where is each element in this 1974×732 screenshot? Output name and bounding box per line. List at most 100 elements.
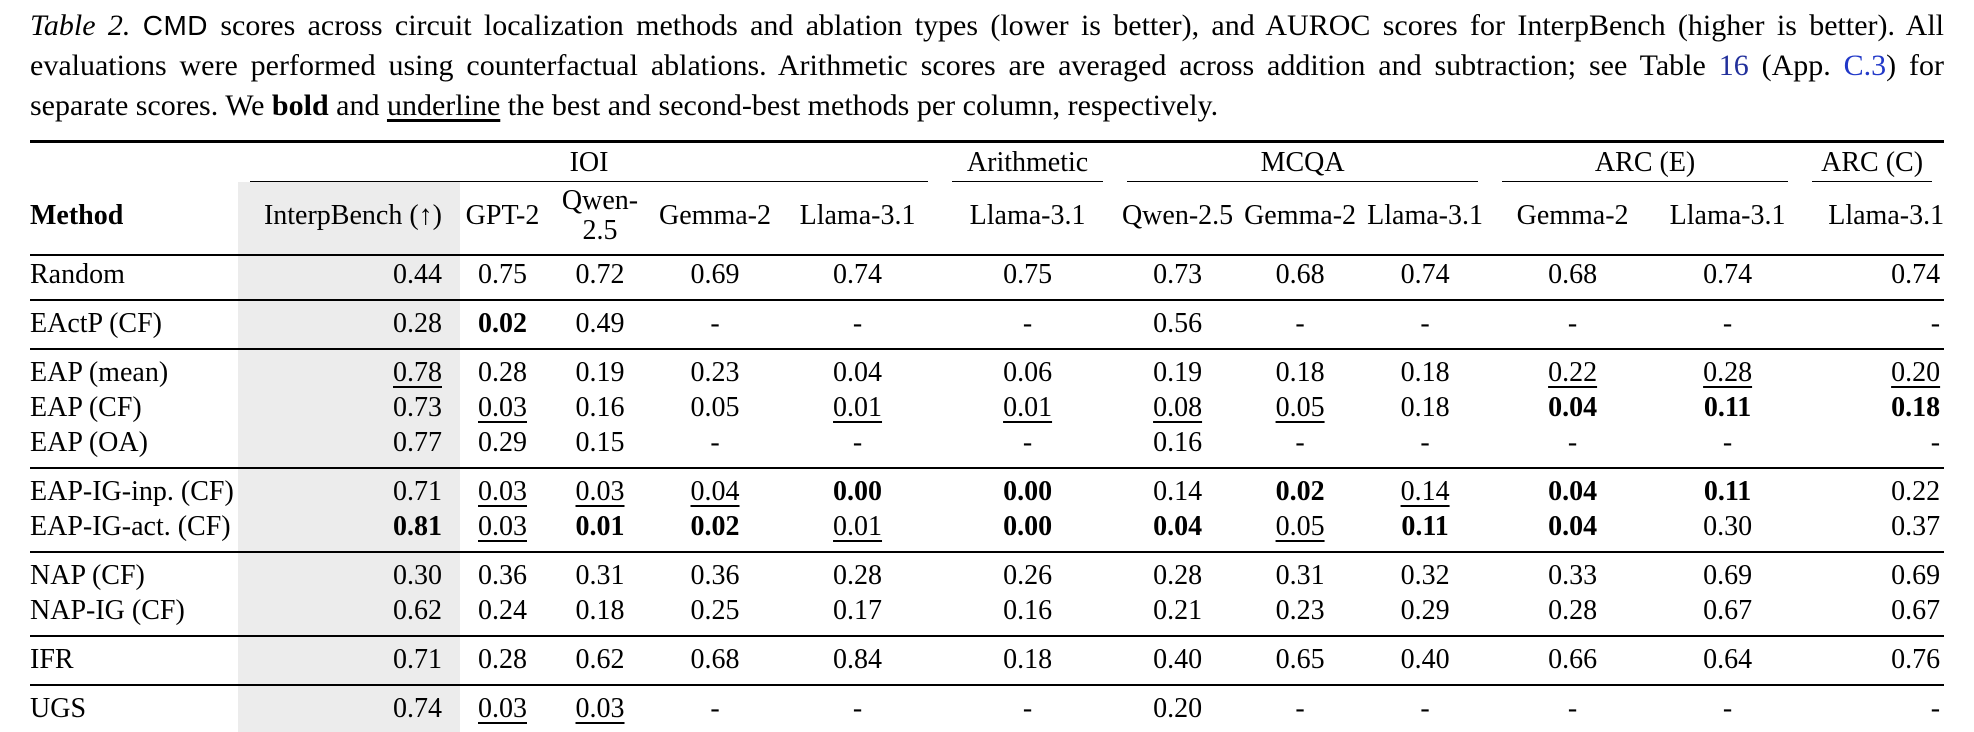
table-row-random: Random 0.44 0.75 0.72 0.69 0.74 0.75 0.73 0.68 0.…: [30, 255, 1944, 300]
value-cell-mcqa-gemma-2: -: [1240, 684, 1361, 732]
value-cell-arc-e-llama-3-1: 0.11: [1655, 467, 1801, 510]
value-cell-mcqa-llama-3-1: -: [1360, 299, 1491, 349]
caption-method-name: CMD: [142, 10, 208, 41]
value-cell-arc-c-llama-3-1: 0.76: [1800, 635, 1945, 685]
value-cell-arc-c-llama-3-1: 0.37: [1891, 511, 1941, 542]
table-row-eap-cf: EAP (CF) 0.73 0.03 0.16 0.05 0.01 0.01 0.08 0.05…: [30, 391, 1944, 426]
value-cell-ioi-gemma-2: -: [710, 427, 720, 458]
value-cell-arc-c-llama-3-1: -: [1930, 427, 1941, 458]
value-cell-mcqa-llama-3-1: -: [1360, 684, 1491, 732]
value-cell-arc-e-gemma-2: 0.66: [1490, 635, 1656, 685]
method-cell: EAP (CF): [30, 392, 142, 423]
value-cell-mcqa-qwen-2-5: 0.40: [1115, 635, 1241, 685]
value-cell-ioi-llama-3-1: 0.84: [775, 635, 941, 685]
value-cell-interpbench: 0.73: [238, 391, 460, 426]
value-cell-mcqa-qwen-2-5: 0.21: [1153, 595, 1203, 626]
value-cell-mcqa-qwen-2-5: 0.19: [1115, 348, 1241, 391]
value-cell-interpbench: 0.62: [238, 594, 460, 636]
method-cell: Random: [30, 259, 125, 290]
column-header-arc-e-gemma-2: Gemma-2: [1490, 182, 1656, 256]
value-cell-ioi-qwen-2-5: 0.01: [575, 511, 625, 542]
value-cell-ioi-gemma-2: 0.69: [690, 259, 740, 290]
value-cell-arithmetic-llama-3-1: 0.06: [940, 348, 1116, 391]
value-cell-ioi-llama-3-1: 0.28: [775, 551, 941, 594]
value-cell-arc-e-gemma-2: 0.68: [1548, 259, 1598, 290]
value-cell-arc-e-gemma-2: 0.04: [1548, 511, 1598, 542]
group-header-label: ARC (E): [1594, 147, 1696, 178]
value-cell-arc-e-gemma-2: -: [1490, 299, 1656, 349]
value-cell-arithmetic-llama-3-1: 0.75: [1003, 259, 1053, 290]
value-cell-ioi-gemma-2: -: [655, 299, 775, 349]
value-cell-ioi-gpt2: 0.36: [460, 551, 545, 594]
value-cell-mcqa-qwen-2-5: 0.04: [1153, 511, 1203, 542]
value-cell-mcqa-gemma-2: 0.02: [1240, 467, 1361, 510]
value-cell-mcqa-llama-3-1: 0.40: [1360, 635, 1491, 685]
value-cell-arithmetic-llama-3-1: 0.00: [1003, 511, 1053, 542]
value-cell-ioi-qwen-2-5: 0.62: [545, 635, 655, 685]
group-header-label: Arithmetic: [966, 147, 1089, 178]
group-header-arc-c: ARC (C): [1800, 142, 1944, 182]
appendix-c3-link[interactable]: C.3: [1843, 49, 1887, 82]
column-header-mcqa-qwen-2-5: Qwen-2.5: [1115, 182, 1241, 256]
results-table: IOI Arithmetic MCQA ARC (E) ARC (C) Method Int…: [30, 140, 1945, 732]
value-cell-arc-e-llama-3-1: -: [1722, 427, 1733, 458]
column-header-mcqa-llama-3-1: Llama-3.1: [1360, 182, 1491, 256]
value-cell-mcqa-llama-3-1: 0.74: [1400, 259, 1450, 290]
table-row-ifr: IFR 0.71 0.28 0.62 0.68 0.84 0.18 0.40 0.65 0.40 0…: [30, 635, 1945, 685]
value-cell-arc-e-llama-3-1: 0.28: [1655, 348, 1801, 391]
table-row-eap-ig-inp-cf: EAP-IG-inp. (CF) 0.71 0.03 0.03 0.04 0.00 0.00…: [30, 467, 1945, 510]
value-cell-arc-e-gemma-2: 0.33: [1490, 551, 1656, 594]
method-cell: NAP-IG (CF): [30, 595, 185, 626]
value-cell-ioi-gemma-2: 0.23: [655, 348, 775, 391]
value-cell-ioi-gemma-2: 0.68: [655, 635, 775, 685]
method-cell: EAP-IG-inp. (CF): [30, 467, 238, 510]
value-cell-ioi-llama-3-1: 0.01: [833, 392, 883, 423]
value-cell-ioi-gemma-2: 0.04: [655, 467, 775, 510]
value-cell-arithmetic-llama-3-1: -: [940, 684, 1116, 732]
value-cell-mcqa-llama-3-1: 0.32: [1360, 551, 1491, 594]
value-cell-ioi-qwen-2-5: 0.19: [545, 348, 655, 391]
value-cell-mcqa-qwen-2-5: 0.16: [1153, 427, 1203, 458]
group-header-mcqa: MCQA: [1115, 142, 1490, 182]
value-cell-ioi-llama-3-1: -: [775, 299, 941, 349]
column-header-interpbench: InterpBench (↑): [238, 182, 460, 256]
table-row-eap-ig-act-cf: EAP-IG-act. (CF) 0.81 0.03 0.01 0.02 0.01 0.00…: [30, 510, 1944, 552]
value-cell-ioi-gpt2: 0.24: [478, 595, 527, 626]
caption-text: the best and second-best methods per col…: [500, 89, 1219, 122]
value-cell-arc-e-gemma-2: 0.28: [1548, 595, 1598, 626]
value-cell-mcqa-gemma-2: 0.05: [1275, 511, 1325, 542]
value-cell-arc-c-llama-3-1: 0.69: [1800, 551, 1945, 594]
table-row-eap-mean: EAP (mean) 0.78 0.28 0.19 0.23 0.04 0.06 0.19 0.…: [30, 348, 1945, 391]
value-cell-arc-e-gemma-2: -: [1490, 684, 1656, 732]
value-cell-arc-c-llama-3-1: 0.67: [1891, 595, 1941, 626]
method-cell: EAP-IG-act. (CF): [30, 511, 231, 542]
table-row-eap-oa: EAP (OA) 0.77 0.29 0.15 - - - 0.16 - - - - -: [30, 426, 1944, 468]
value-cell-mcqa-gemma-2: 0.68: [1275, 259, 1325, 290]
table-16-link[interactable]: 16: [1718, 49, 1749, 82]
value-cell-interpbench: 0.28: [238, 299, 460, 349]
value-cell-ioi-llama-3-1: -: [775, 684, 941, 732]
value-cell-arc-e-gemma-2: 0.04: [1548, 392, 1598, 423]
value-cell-ioi-qwen-2-5: 0.49: [545, 299, 655, 349]
value-cell-arithmetic-llama-3-1: -: [1022, 427, 1033, 458]
value-cell-arc-e-llama-3-1: -: [1655, 684, 1801, 732]
value-cell-ioi-gemma-2: 0.02: [690, 511, 740, 542]
value-cell-mcqa-qwen-2-5: 0.28: [1115, 551, 1241, 594]
value-cell-arc-e-llama-3-1: 0.74: [1703, 259, 1753, 290]
value-cell-mcqa-llama-3-1: 0.29: [1400, 595, 1450, 626]
value-cell-ioi-gpt2: 0.03: [478, 392, 527, 423]
value-cell-ioi-llama-3-1: 0.04: [775, 348, 941, 391]
value-cell-mcqa-gemma-2: 0.18: [1240, 348, 1361, 391]
method-cell: UGS: [30, 684, 238, 732]
value-cell-mcqa-llama-3-1: -: [1420, 427, 1430, 458]
value-cell-mcqa-qwen-2-5: 0.56: [1115, 299, 1241, 349]
column-header-ioi-gpt2: GPT-2: [460, 182, 545, 256]
value-cell-ioi-llama-3-1: -: [852, 427, 863, 458]
method-cell: NAP (CF): [30, 551, 238, 594]
value-cell-arc-e-llama-3-1: -: [1655, 299, 1801, 349]
caption-underline-word: underline: [386, 89, 501, 122]
value-cell-arc-e-llama-3-1: 0.64: [1655, 635, 1801, 685]
method-cell: EAP (OA): [30, 427, 148, 458]
value-cell-ioi-gpt2: 0.03: [460, 467, 545, 510]
value-cell-arithmetic-llama-3-1: -: [940, 299, 1116, 349]
